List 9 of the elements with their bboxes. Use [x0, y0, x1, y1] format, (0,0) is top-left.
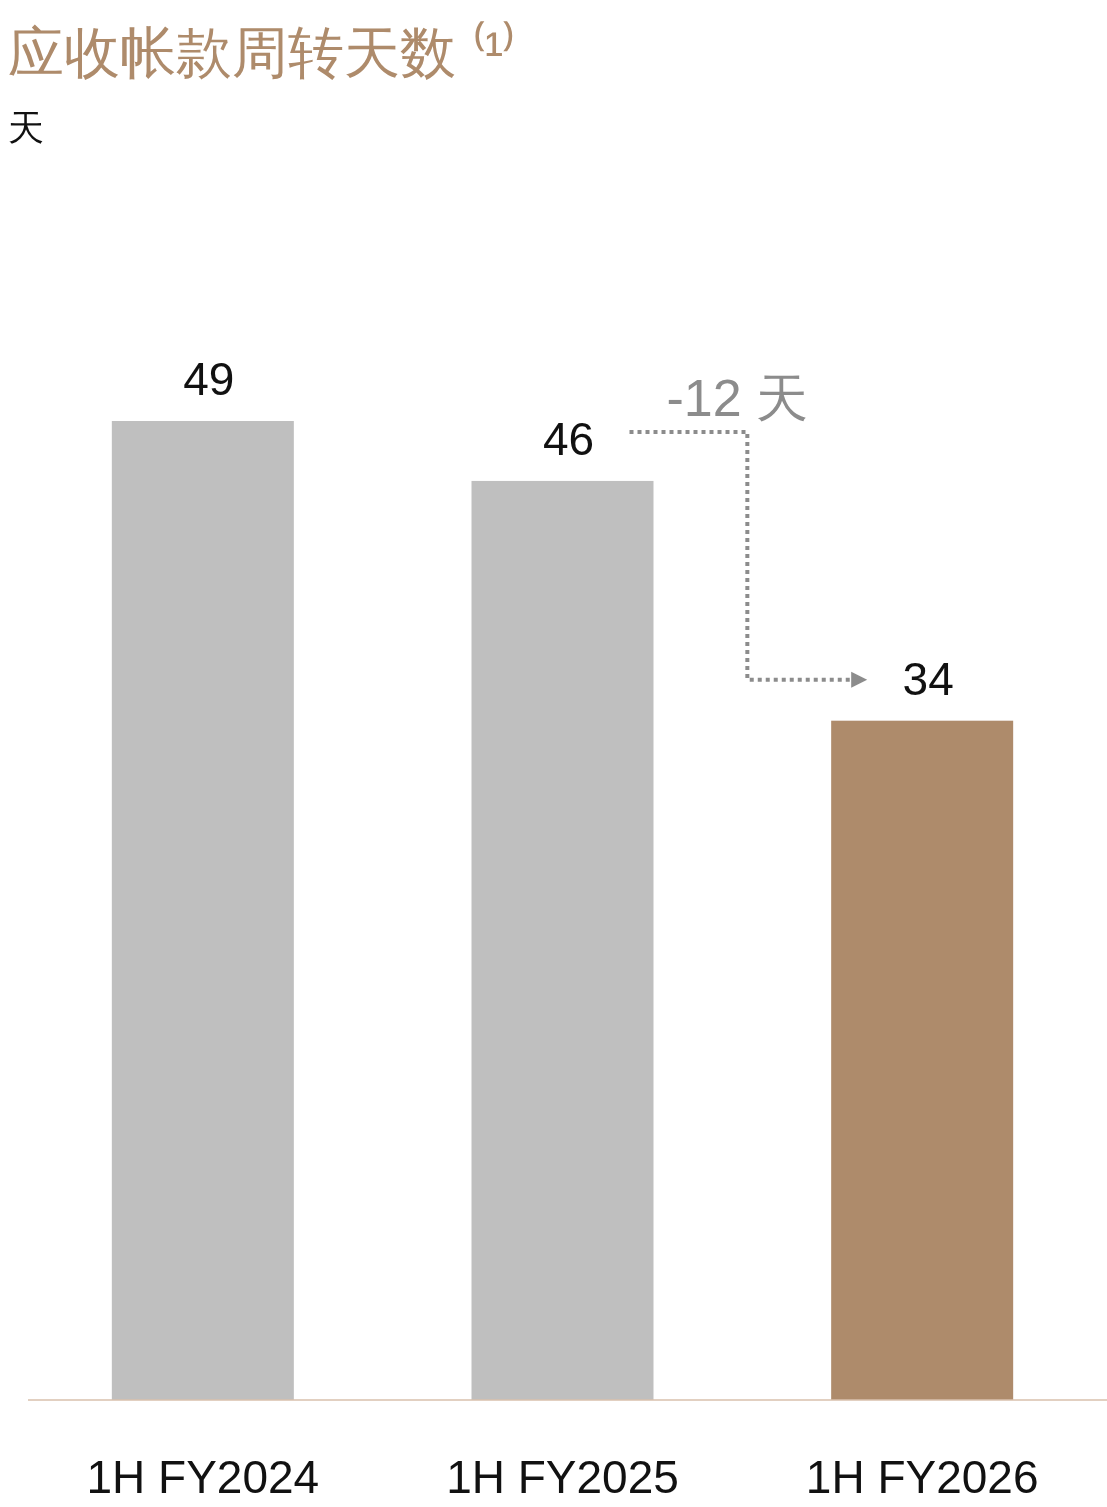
data-label: 34 — [902, 652, 954, 705]
x-tick-label: 1H FY2025 — [446, 1451, 679, 1503]
x-tick-label: 1H FY2024 — [86, 1451, 320, 1503]
chart-title: 应收帐款周转天数 ⁽¹⁾ — [8, 21, 517, 84]
data-label: 46 — [542, 412, 595, 465]
data-label: 49 — [183, 353, 235, 405]
annotation: -12 天 — [666, 368, 809, 427]
x-tick-label: 1H FY2026 — [805, 1451, 1039, 1503]
chart-subtitle: 天 — [8, 107, 44, 148]
